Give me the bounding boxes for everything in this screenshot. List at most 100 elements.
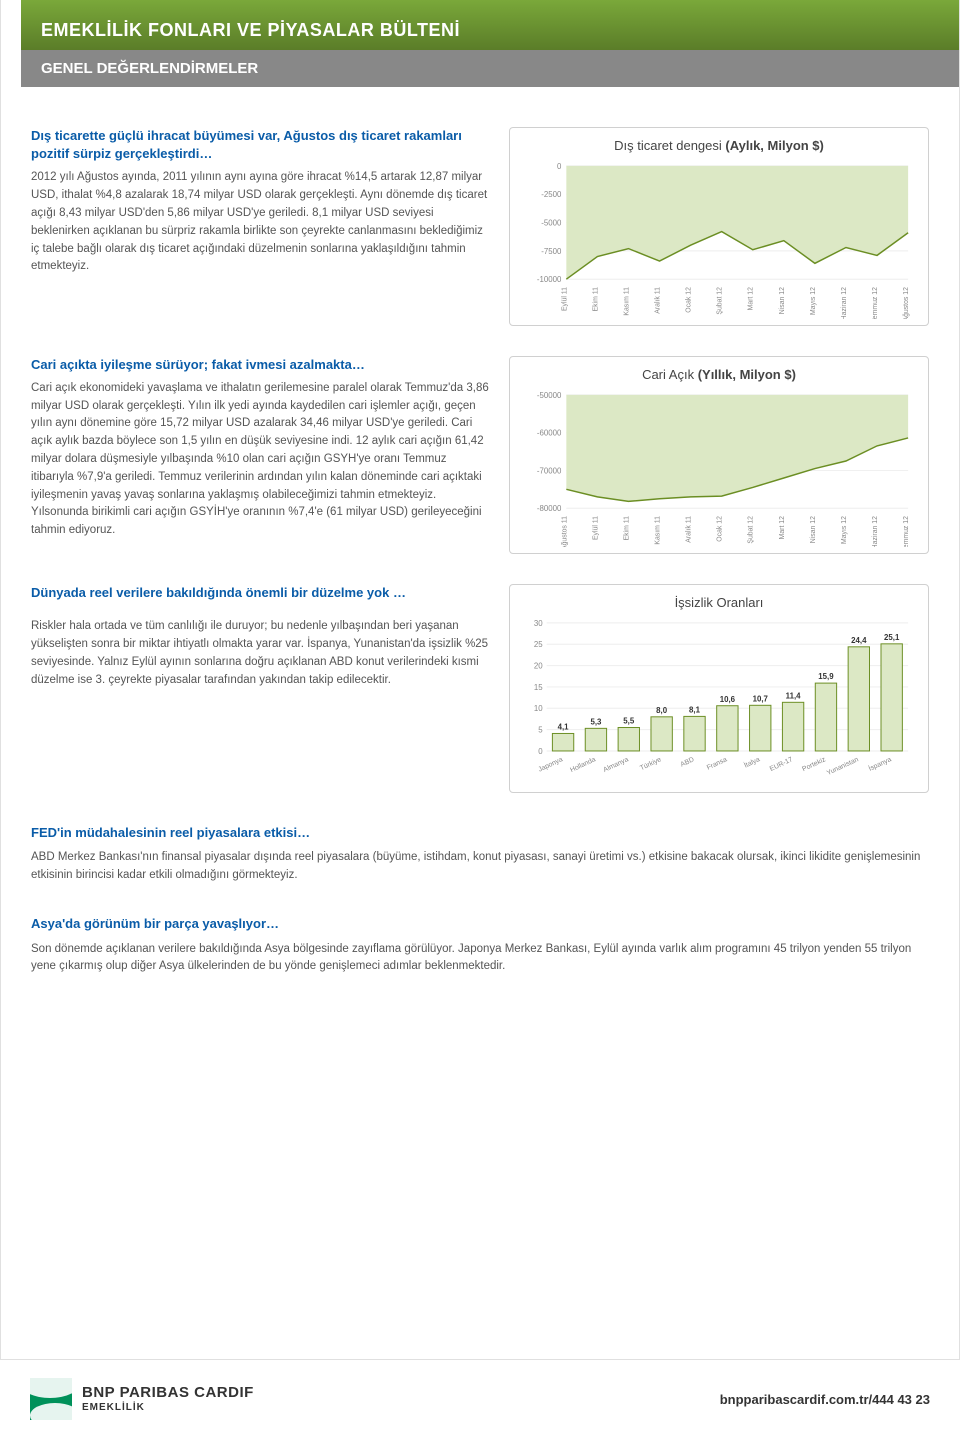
svg-text:11,4: 11,4 bbox=[786, 692, 801, 701]
svg-text:20: 20 bbox=[534, 662, 543, 671]
chart2-title-pre: Cari Açık bbox=[642, 367, 698, 382]
svg-text:-70000: -70000 bbox=[537, 466, 562, 475]
header-title: EMEKLİLİK FONLARI VE PİYASALAR BÜLTENİ bbox=[41, 20, 939, 41]
section2-body: Cari açık ekonomideki yavaşlama ve ithal… bbox=[31, 380, 489, 540]
section5-body: Son dönemde açıklanan verilere bakıldığı… bbox=[31, 941, 929, 977]
svg-text:Hollanda: Hollanda bbox=[569, 756, 597, 774]
svg-text:25: 25 bbox=[534, 640, 543, 649]
svg-text:Kasım 11: Kasım 11 bbox=[655, 515, 662, 544]
svg-text:Ekim 11: Ekim 11 bbox=[592, 287, 599, 311]
chart2-title: Cari Açık (Yıllık, Milyon $) bbox=[522, 367, 916, 382]
logo-mark-icon bbox=[30, 1378, 72, 1420]
chart1-title: Dış ticaret dengesi (Aylık, Milyon $) bbox=[522, 138, 916, 153]
svg-text:Ocak 12: Ocak 12 bbox=[717, 515, 724, 541]
svg-text:Ekim 11: Ekim 11 bbox=[623, 515, 630, 539]
section4-body: ABD Merkez Bankası'nın finansal piyasala… bbox=[31, 849, 929, 885]
section5-lead: Asya'da görünüm bir parça yavaşlıyor… bbox=[31, 914, 929, 934]
header-subtitle: GENEL DEĞERLENDİRMELER bbox=[21, 50, 959, 87]
chart-current-account: Cari Açık (Yıllık, Milyon $) -50000-6000… bbox=[509, 356, 929, 555]
svg-text:Japonya: Japonya bbox=[537, 756, 564, 773]
svg-text:5,3: 5,3 bbox=[590, 718, 602, 727]
section-asia: Asya'da görünüm bir parça yavaşlıyor… So… bbox=[31, 914, 929, 976]
chart1-svg: 0 -2500 -5000 -7500 -10000 Eylül 11 Ekim 11 Kas… bbox=[522, 161, 916, 319]
section3-body: Riskler hala ortada ve tüm canlılığı ile… bbox=[31, 618, 489, 689]
svg-text:Eylül 11: Eylül 11 bbox=[592, 515, 599, 539]
svg-text:Kasım 11: Kasım 11 bbox=[623, 287, 630, 316]
svg-text:Yunanistan: Yunanistan bbox=[826, 756, 860, 777]
svg-text:Nisan 12: Nisan 12 bbox=[810, 515, 817, 542]
svg-text:İtalya: İtalya bbox=[742, 755, 761, 770]
svg-text:8,0: 8,0 bbox=[656, 706, 668, 715]
svg-text:-7500: -7500 bbox=[541, 247, 562, 256]
svg-text:ABD: ABD bbox=[680, 756, 696, 768]
svg-text:24,4: 24,4 bbox=[851, 636, 867, 645]
svg-text:EUR-17: EUR-17 bbox=[769, 756, 794, 773]
svg-text:Türkiye: Türkiye bbox=[639, 756, 663, 772]
section-trade-balance: Dış ticarette güçlü ihracat büyümesi var… bbox=[31, 127, 929, 326]
svg-text:Şubat 12: Şubat 12 bbox=[717, 287, 724, 315]
footer-contact: bnpparibascardif.com.tr/444 43 23 bbox=[720, 1392, 930, 1407]
svg-text:Şubat 12: Şubat 12 bbox=[748, 516, 755, 544]
svg-text:4,1: 4,1 bbox=[558, 723, 570, 732]
svg-text:0: 0 bbox=[538, 747, 543, 756]
section4-lead: FED'in müdahalesinin reel piyasalara etk… bbox=[31, 823, 929, 843]
section3-text: Dünyada reel verilere bakıldığında öneml… bbox=[31, 584, 489, 689]
svg-text:10,6: 10,6 bbox=[720, 695, 736, 704]
svg-text:Temmuz 12: Temmuz 12 bbox=[903, 516, 910, 548]
svg-text:Haziran 12: Haziran 12 bbox=[872, 515, 879, 547]
svg-text:Portekiz: Portekiz bbox=[801, 756, 827, 773]
svg-text:10,7: 10,7 bbox=[753, 695, 769, 704]
svg-text:Nisan 12: Nisan 12 bbox=[779, 287, 786, 314]
chart3-title: İşsizlik Oranları bbox=[522, 595, 916, 610]
chart1-title-bold: (Aylık, Milyon $) bbox=[725, 138, 823, 153]
svg-text:İspanya: İspanya bbox=[867, 755, 893, 773]
header-bar: EMEKLİLİK FONLARI VE PİYASALAR BÜLTENİ bbox=[21, 0, 959, 51]
svg-text:-60000: -60000 bbox=[537, 428, 562, 437]
svg-text:Aralık 11: Aralık 11 bbox=[655, 287, 662, 314]
svg-text:8,1: 8,1 bbox=[689, 706, 701, 715]
svg-text:Mayıs 12: Mayıs 12 bbox=[810, 287, 817, 315]
svg-text:Haziran 12: Haziran 12 bbox=[841, 287, 848, 319]
section-current-account: Cari açıkta iyileşme sürüyor; fakat ivme… bbox=[31, 356, 929, 555]
svg-text:Mayıs 12: Mayıs 12 bbox=[841, 516, 848, 544]
chart2-title-bold: (Yıllık, Milyon $) bbox=[698, 367, 796, 382]
brand-line2: EMEKLİLİK bbox=[82, 1402, 254, 1413]
svg-text:Almanya: Almanya bbox=[602, 756, 629, 774]
svg-text:Fransa: Fransa bbox=[706, 756, 729, 771]
logo-text: BNP PARIBAS CARDIF EMEKLİLİK bbox=[82, 1385, 254, 1413]
section1-lead: Dış ticarette güçlü ihracat büyümesi var… bbox=[31, 127, 489, 163]
section1-body: 2012 yılı Ağustos ayında, 2011 yılının a… bbox=[31, 169, 489, 276]
svg-text:Eylül 11: Eylül 11 bbox=[561, 287, 568, 311]
brand-line1: BNP PARIBAS CARDIF bbox=[82, 1385, 254, 1402]
page: EMEKLİLİK FONLARI VE PİYASALAR BÜLTENİ G… bbox=[0, 0, 960, 1360]
svg-text:-80000: -80000 bbox=[537, 504, 562, 513]
section-fed: FED'in müdahalesinin reel piyasalara etk… bbox=[31, 823, 929, 885]
svg-text:15,9: 15,9 bbox=[818, 672, 834, 681]
svg-text:-10000: -10000 bbox=[537, 275, 562, 284]
svg-text:0: 0 bbox=[557, 162, 562, 171]
svg-text:5: 5 bbox=[538, 726, 543, 735]
svg-text:Ocak 12: Ocak 12 bbox=[686, 287, 693, 313]
section3-lead: Dünyada reel verilere bakıldığında öneml… bbox=[31, 584, 489, 602]
chart3-svg: 0510152025304,1Japonya5,3Hollanda5,5Alma… bbox=[522, 618, 916, 785]
svg-text:Mart 12: Mart 12 bbox=[748, 287, 755, 310]
section1-text: Dış ticarette güçlü ihracat büyümesi var… bbox=[31, 127, 489, 276]
chart-unemployment: İşsizlik Oranları 0510152025304,1Japonya… bbox=[509, 584, 929, 792]
svg-text:Aralık 11: Aralık 11 bbox=[686, 515, 693, 542]
svg-text:Ağustos 11: Ağustos 11 bbox=[561, 515, 568, 547]
svg-text:Mart 12: Mart 12 bbox=[779, 515, 786, 538]
svg-text:-2500: -2500 bbox=[541, 190, 562, 199]
footer: BNP PARIBAS CARDIF EMEKLİLİK bnpparibasc… bbox=[0, 1360, 960, 1444]
section-unemployment: Dünyada reel verilere bakıldığında öneml… bbox=[31, 584, 929, 792]
brand-logo: BNP PARIBAS CARDIF EMEKLİLİK bbox=[30, 1378, 254, 1420]
svg-text:25,1: 25,1 bbox=[884, 633, 900, 642]
svg-text:10: 10 bbox=[534, 704, 543, 713]
chart2-svg: -50000-60000-70000-80000Ağustos 11Eylül … bbox=[522, 390, 916, 548]
svg-text:-5000: -5000 bbox=[541, 219, 562, 228]
section2-text: Cari açıkta iyileşme sürüyor; fakat ivme… bbox=[31, 356, 489, 541]
svg-text:15: 15 bbox=[534, 683, 543, 692]
chart-trade-balance: Dış ticaret dengesi (Aylık, Milyon $) 0 -… bbox=[509, 127, 929, 326]
svg-text:5,5: 5,5 bbox=[623, 717, 635, 726]
chart1-title-pre: Dış ticaret dengesi bbox=[614, 138, 725, 153]
svg-text:Temmuz 12: Temmuz 12 bbox=[872, 287, 879, 319]
